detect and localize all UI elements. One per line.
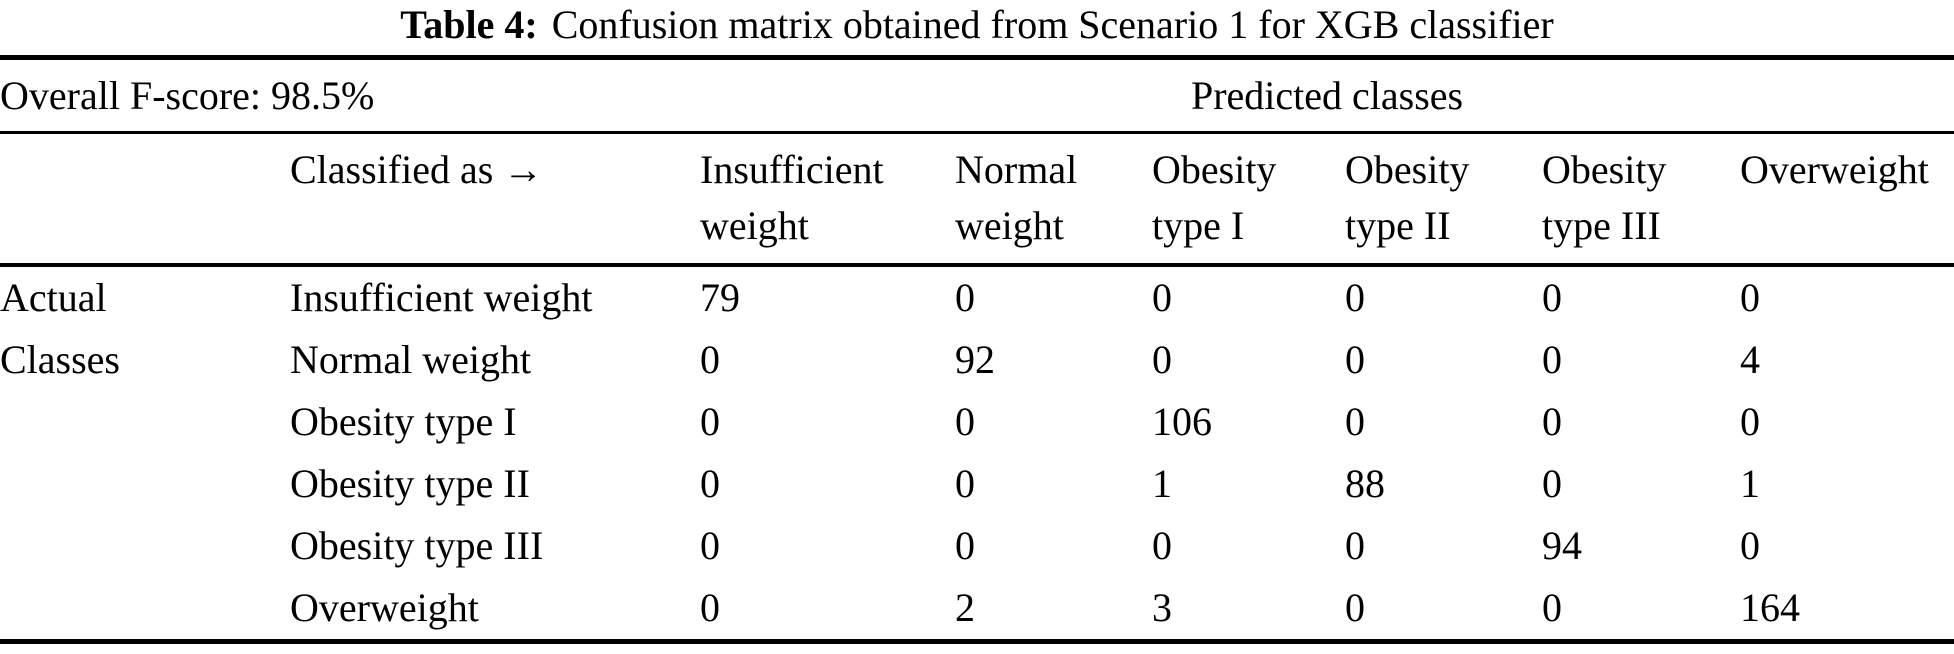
row-group-label <box>0 391 290 453</box>
row-label: Obesity type III <box>290 523 544 568</box>
table-row: Obesity type I 0 0 106 0 0 0 <box>0 391 1954 453</box>
summary-row: Overall F-score: 98.5% Predicted classes <box>0 57 1954 134</box>
row-group-label <box>0 515 290 577</box>
matrix-cell: 106 <box>1152 399 1212 444</box>
row-label: Insufficient weight <box>290 275 593 320</box>
matrix-cell: 0 <box>700 399 720 444</box>
column-header-overweight: Overweight <box>1740 132 1954 267</box>
matrix-cell: 0 <box>1740 523 1760 568</box>
matrix-cell: 0 <box>1152 523 1172 568</box>
matrix-cell: 0 <box>1345 523 1365 568</box>
table-caption: Table 4: Confusion matrix obtained from S… <box>0 0 1954 55</box>
matrix-cell: 1 <box>1152 461 1172 506</box>
matrix-cell: 0 <box>955 399 975 444</box>
matrix-cell: 0 <box>1542 461 1562 506</box>
matrix-cell: 0 <box>1152 337 1172 382</box>
column-header-insufficient-weight: Insufficient weight <box>700 132 955 267</box>
matrix-cell: 2 <box>955 585 975 630</box>
column-header-line2: weight <box>955 203 1064 248</box>
matrix-cell: 0 <box>700 585 720 630</box>
column-header-line2: type I <box>1152 203 1245 248</box>
matrix-cell: 0 <box>1345 585 1365 630</box>
table-caption-text: Confusion matrix obtained from Scenario … <box>551 2 1554 47</box>
matrix-cell: 0 <box>1542 275 1562 320</box>
table-row: Classes Normal weight 0 92 0 0 0 4 <box>0 329 1954 391</box>
table-caption-number: Table 4: <box>400 2 538 47</box>
row-group-label <box>0 577 290 642</box>
table-row: Actual Insufficient weight 79 0 0 0 0 0 <box>0 265 1954 329</box>
matrix-cell: 92 <box>955 337 995 382</box>
column-header-line2: weight <box>700 203 809 248</box>
column-header-line1: Obesity <box>1152 147 1277 192</box>
matrix-cell: 0 <box>700 523 720 568</box>
column-header-obesity-type-3: Obesity type III <box>1542 132 1740 267</box>
matrix-cell: 0 <box>700 337 720 382</box>
column-header-row: Classified as → Insufficient weight Norm… <box>0 132 1954 267</box>
matrix-cell: 0 <box>1740 275 1760 320</box>
matrix-cell: 88 <box>1345 461 1385 506</box>
matrix-cell: 0 <box>1542 399 1562 444</box>
matrix-cell: 0 <box>955 275 975 320</box>
row-label: Obesity type II <box>290 461 530 506</box>
row-label: Normal weight <box>290 337 532 382</box>
confusion-matrix-table: Overall F-score: 98.5% Predicted classes… <box>0 55 1954 644</box>
matrix-cell: 1 <box>1740 461 1760 506</box>
table-row: Obesity type II 0 0 1 88 0 1 <box>0 453 1954 515</box>
matrix-cell: 0 <box>1345 399 1365 444</box>
row-label: Obesity type I <box>290 399 517 444</box>
matrix-cell: 0 <box>1345 337 1365 382</box>
table-row: Obesity type III 0 0 0 0 94 0 <box>0 515 1954 577</box>
column-header-line1: Normal <box>955 147 1078 192</box>
matrix-cell: 0 <box>1345 275 1365 320</box>
row-group-label: Classes <box>0 337 120 382</box>
matrix-cell: 0 <box>955 461 975 506</box>
matrix-cell: 3 <box>1152 585 1172 630</box>
matrix-cell: 164 <box>1740 585 1800 630</box>
column-header-line2: type II <box>1345 203 1451 248</box>
matrix-cell: 79 <box>700 275 740 320</box>
matrix-cell: 0 <box>1152 275 1172 320</box>
table-row: Overweight 0 2 3 0 0 164 <box>0 577 1954 642</box>
matrix-cell: 0 <box>1542 337 1562 382</box>
matrix-cell: 4 <box>1740 337 1760 382</box>
matrix-cell: 0 <box>1740 399 1760 444</box>
matrix-cell: 0 <box>700 461 720 506</box>
column-header-obesity-type-2: Obesity type II <box>1345 132 1542 267</box>
predicted-classes-heading: Predicted classes <box>700 57 1954 134</box>
column-header-line2: type III <box>1542 203 1661 248</box>
column-header-line1: Insufficient <box>700 147 884 192</box>
overall-fscore: Overall F-score: 98.5% <box>0 57 700 134</box>
matrix-cell: 0 <box>1542 585 1562 630</box>
matrix-cell: 94 <box>1542 523 1582 568</box>
column-header-line1: Obesity <box>1542 147 1667 192</box>
column-header-normal-weight: Normal weight <box>955 132 1152 267</box>
classified-as-header: Classified as → <box>290 132 700 267</box>
row-group-label <box>0 453 290 515</box>
column-header-line1: Overweight <box>1740 147 1929 192</box>
matrix-cell: 0 <box>955 523 975 568</box>
row-label: Overweight <box>290 585 479 630</box>
header-spacer-cell <box>0 132 290 267</box>
row-group-label: Actual <box>0 275 107 320</box>
column-header-obesity-type-1: Obesity type I <box>1152 132 1345 267</box>
column-header-line1: Obesity <box>1345 147 1470 192</box>
